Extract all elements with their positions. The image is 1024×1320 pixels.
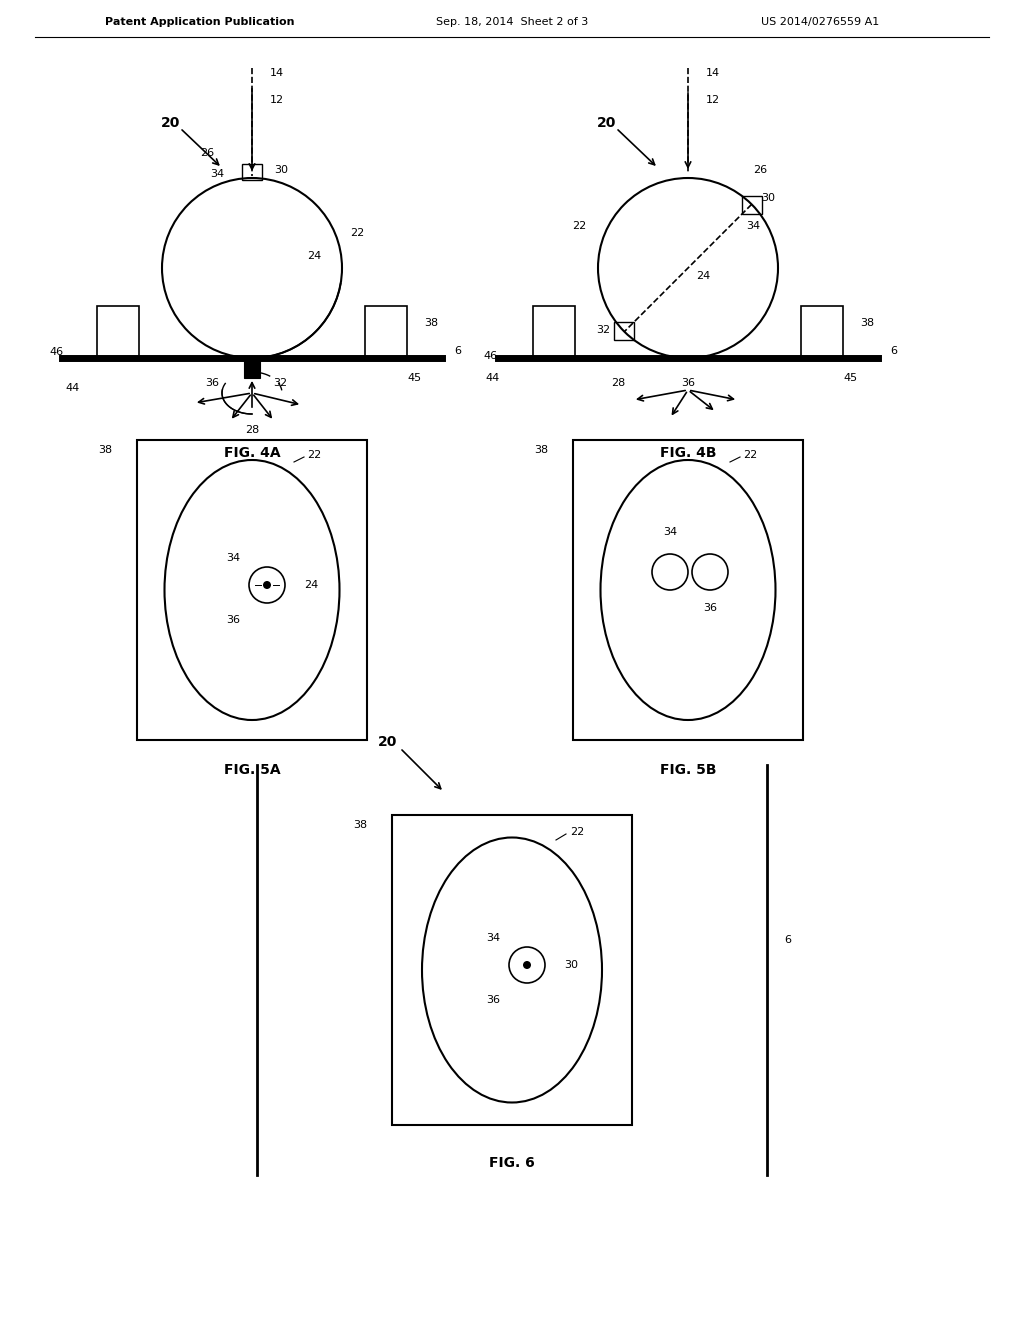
Text: 12: 12 (270, 95, 284, 106)
Text: 36: 36 (703, 603, 717, 612)
Text: 26: 26 (753, 165, 767, 176)
Text: 30: 30 (274, 165, 288, 176)
Text: 28: 28 (245, 425, 259, 436)
Text: 14: 14 (706, 69, 720, 78)
Text: 22: 22 (571, 220, 586, 231)
Text: 6: 6 (784, 935, 791, 945)
Text: FIG. 5B: FIG. 5B (659, 763, 716, 777)
Text: Sep. 18, 2014  Sheet 2 of 3: Sep. 18, 2014 Sheet 2 of 3 (436, 17, 588, 26)
Text: US 2014/0276559 A1: US 2014/0276559 A1 (761, 17, 880, 26)
Text: 30: 30 (761, 193, 775, 203)
Text: FIG. 4B: FIG. 4B (659, 446, 716, 459)
Text: 34: 34 (745, 220, 760, 231)
Circle shape (263, 581, 271, 589)
Text: 38: 38 (353, 820, 367, 830)
Text: 34: 34 (210, 169, 224, 180)
Text: 32: 32 (596, 325, 610, 335)
Text: 28: 28 (611, 378, 625, 388)
Text: 45: 45 (843, 374, 857, 383)
Text: 36: 36 (205, 378, 219, 388)
Text: 34: 34 (226, 553, 240, 564)
Text: 22: 22 (307, 450, 322, 459)
Text: 24: 24 (307, 251, 322, 261)
Text: 32: 32 (273, 378, 287, 388)
Circle shape (523, 961, 531, 969)
Text: 6: 6 (454, 346, 461, 356)
Text: 45: 45 (407, 374, 421, 383)
Text: 30: 30 (564, 960, 578, 970)
Text: 22: 22 (570, 828, 585, 837)
Text: FIG. 5A: FIG. 5A (223, 763, 281, 777)
Text: 34: 34 (485, 933, 500, 942)
Text: 20: 20 (161, 116, 180, 129)
Polygon shape (244, 358, 260, 378)
Text: 38: 38 (534, 445, 548, 455)
Text: 38: 38 (860, 318, 874, 327)
Text: 22: 22 (350, 228, 365, 238)
Text: FIG. 4A: FIG. 4A (223, 446, 281, 459)
Text: 24: 24 (696, 271, 710, 281)
Text: 26: 26 (200, 148, 214, 158)
Text: 44: 44 (485, 374, 500, 383)
Text: 46: 46 (50, 347, 65, 356)
Text: 6: 6 (890, 346, 897, 356)
Text: Patent Application Publication: Patent Application Publication (105, 17, 295, 26)
Text: FIG. 6: FIG. 6 (489, 1156, 535, 1170)
Text: 34: 34 (663, 527, 677, 537)
Text: 38: 38 (98, 445, 112, 455)
Text: 36: 36 (681, 378, 695, 388)
Text: 20: 20 (378, 735, 397, 748)
Text: 46: 46 (484, 351, 498, 360)
Text: 14: 14 (270, 69, 284, 78)
Text: 38: 38 (424, 318, 438, 327)
Text: 20: 20 (597, 116, 616, 129)
Text: 22: 22 (743, 450, 758, 459)
Text: 24: 24 (304, 579, 318, 590)
Text: 36: 36 (226, 615, 240, 624)
Text: 36: 36 (486, 995, 500, 1005)
Text: 12: 12 (706, 95, 720, 106)
Text: 44: 44 (66, 383, 80, 393)
